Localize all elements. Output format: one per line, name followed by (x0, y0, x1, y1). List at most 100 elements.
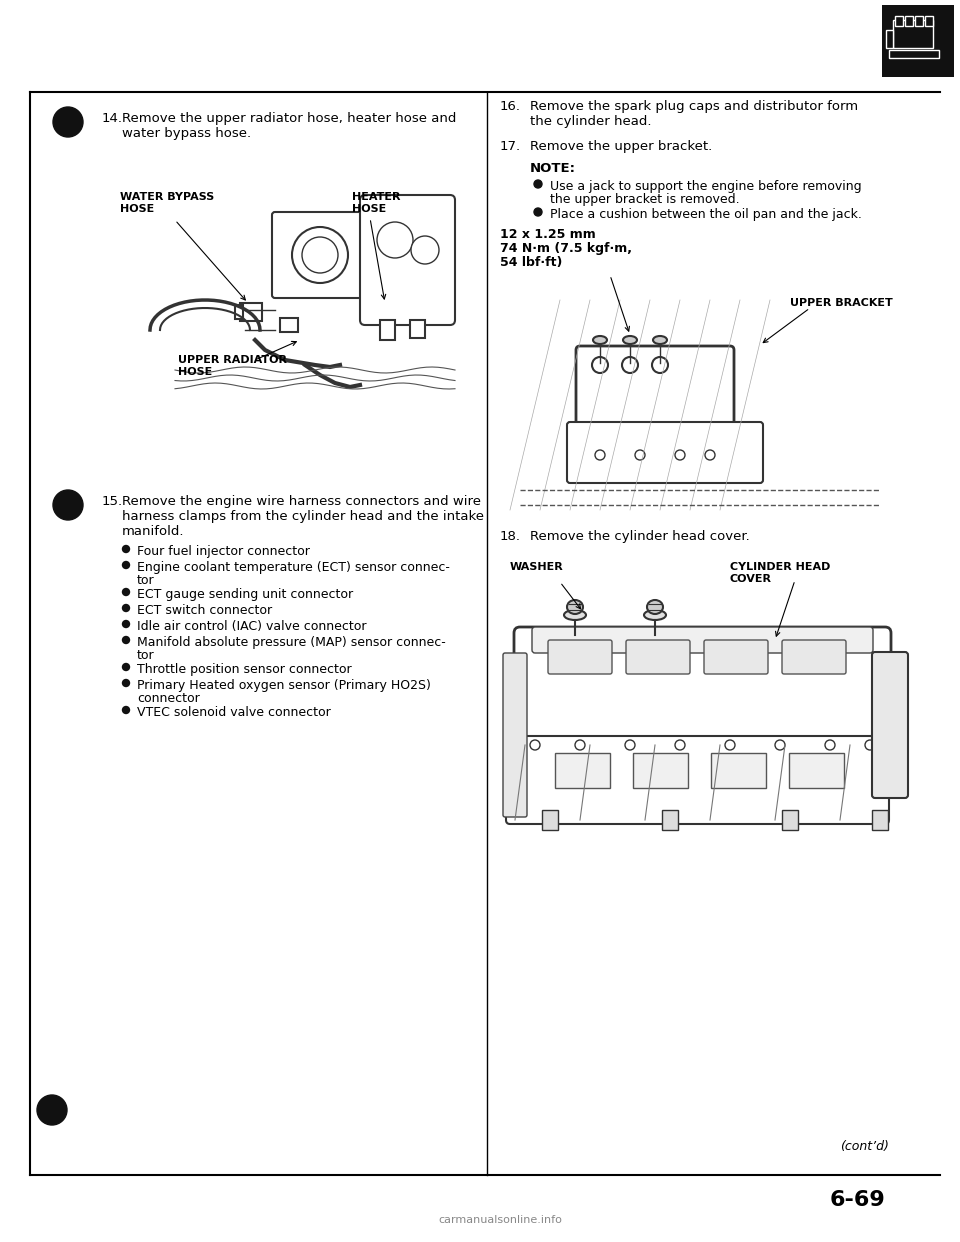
Text: Primary Heated oxygen sensor (Primary HO2S): Primary Heated oxygen sensor (Primary HO… (137, 679, 431, 692)
FancyBboxPatch shape (626, 640, 690, 674)
Circle shape (775, 740, 785, 750)
Bar (889, 50, 939, 58)
Text: HOSE: HOSE (352, 204, 386, 214)
Text: Engine coolant temperature (ECT) sensor connec-: Engine coolant temperature (ECT) sensor … (137, 561, 450, 574)
Circle shape (675, 450, 685, 460)
Bar (555, 753, 610, 787)
Bar (410, 320, 425, 338)
Text: Remove the cylinder head cover.: Remove the cylinder head cover. (530, 530, 750, 543)
FancyBboxPatch shape (782, 640, 846, 674)
Bar (542, 810, 558, 830)
Circle shape (123, 561, 130, 569)
Text: UPPER RADIATOR: UPPER RADIATOR (178, 355, 287, 365)
FancyBboxPatch shape (514, 627, 891, 749)
Text: 16.: 16. (500, 101, 521, 113)
Bar (500, 570, 910, 910)
Circle shape (302, 237, 338, 273)
Ellipse shape (567, 600, 583, 614)
FancyBboxPatch shape (548, 640, 612, 674)
Bar (915, 16, 923, 26)
Text: tor: tor (137, 650, 155, 662)
Text: 14.: 14. (102, 112, 123, 125)
Circle shape (123, 605, 130, 611)
Circle shape (725, 740, 735, 750)
Bar (240, 303, 262, 320)
FancyBboxPatch shape (704, 640, 768, 674)
Circle shape (123, 589, 130, 595)
FancyBboxPatch shape (272, 212, 368, 298)
Text: 17.: 17. (500, 140, 521, 153)
Text: harness clamps from the cylinder head and the intake: harness clamps from the cylinder head an… (122, 510, 484, 523)
Text: Use a jack to support the engine before removing: Use a jack to support the engine before … (550, 180, 862, 193)
Circle shape (292, 227, 348, 283)
Text: the upper bracket is removed.: the upper bracket is removed. (550, 193, 739, 206)
FancyBboxPatch shape (872, 652, 908, 799)
Text: WASHER: WASHER (510, 561, 564, 573)
Circle shape (652, 356, 668, 373)
Circle shape (592, 356, 608, 373)
Ellipse shape (593, 337, 607, 344)
Text: 54 lbf·ft): 54 lbf·ft) (500, 256, 563, 270)
Circle shape (53, 107, 83, 137)
Text: Place a cushion between the oil pan and the jack.: Place a cushion between the oil pan and … (550, 207, 862, 221)
Text: HOSE: HOSE (178, 366, 212, 378)
Bar (882, 5, 954, 77)
FancyBboxPatch shape (360, 195, 455, 325)
Bar (925, 16, 933, 26)
Text: WATER BYPASS: WATER BYPASS (120, 193, 214, 202)
Circle shape (123, 707, 130, 713)
Circle shape (123, 621, 130, 627)
Bar (895, 16, 903, 26)
Circle shape (123, 636, 130, 643)
Circle shape (123, 545, 130, 553)
Bar (782, 810, 798, 830)
Ellipse shape (623, 337, 637, 344)
Circle shape (123, 663, 130, 671)
Text: ECT gauge sending unit connector: ECT gauge sending unit connector (137, 587, 353, 601)
Text: 15.: 15. (102, 496, 123, 508)
Text: HEATER: HEATER (352, 193, 400, 202)
Text: 6-69: 6-69 (830, 1190, 886, 1210)
Ellipse shape (653, 337, 667, 344)
Circle shape (377, 222, 413, 258)
Text: (cont’d): (cont’d) (840, 1140, 889, 1153)
Circle shape (865, 740, 875, 750)
Text: CYLINDER HEAD: CYLINDER HEAD (730, 561, 830, 573)
Bar (711, 753, 766, 787)
Text: Remove the engine wire harness connectors and wire: Remove the engine wire harness connector… (122, 496, 481, 508)
Bar (886, 30, 893, 48)
Text: Four fuel injector connector: Four fuel injector connector (137, 545, 310, 558)
Text: NOTE:: NOTE: (530, 161, 576, 175)
FancyBboxPatch shape (567, 422, 763, 483)
Circle shape (622, 356, 638, 373)
Text: UPPER BRACKET: UPPER BRACKET (790, 298, 893, 308)
Bar (500, 301, 900, 530)
Circle shape (705, 450, 715, 460)
Circle shape (53, 491, 83, 520)
FancyBboxPatch shape (506, 737, 889, 823)
Circle shape (675, 740, 685, 750)
Text: Remove the upper bracket.: Remove the upper bracket. (530, 140, 712, 153)
Circle shape (575, 740, 585, 750)
Text: Throttle position sensor connector: Throttle position sensor connector (137, 663, 351, 676)
Text: 74 N·m (7.5 kgf·m,: 74 N·m (7.5 kgf·m, (500, 242, 632, 255)
Text: COVER: COVER (730, 574, 772, 584)
Bar (380, 320, 395, 340)
Circle shape (635, 450, 645, 460)
Ellipse shape (564, 610, 586, 620)
Text: VTEC solenoid valve connector: VTEC solenoid valve connector (137, 705, 331, 719)
Circle shape (595, 450, 605, 460)
Text: manifold.: manifold. (122, 525, 184, 538)
Text: tor: tor (137, 574, 155, 587)
Text: Remove the spark plug caps and distributor form: Remove the spark plug caps and distribut… (530, 101, 858, 113)
FancyBboxPatch shape (503, 653, 527, 817)
Bar (905, 16, 913, 26)
Circle shape (123, 679, 130, 687)
Text: Remove the upper radiator hose, heater hose and: Remove the upper radiator hose, heater h… (122, 112, 456, 125)
Text: ECT switch connector: ECT switch connector (137, 604, 272, 617)
Bar (633, 753, 688, 787)
Bar (789, 753, 844, 787)
Bar (115, 155, 455, 390)
Text: HOSE: HOSE (120, 204, 155, 214)
FancyBboxPatch shape (532, 627, 873, 653)
